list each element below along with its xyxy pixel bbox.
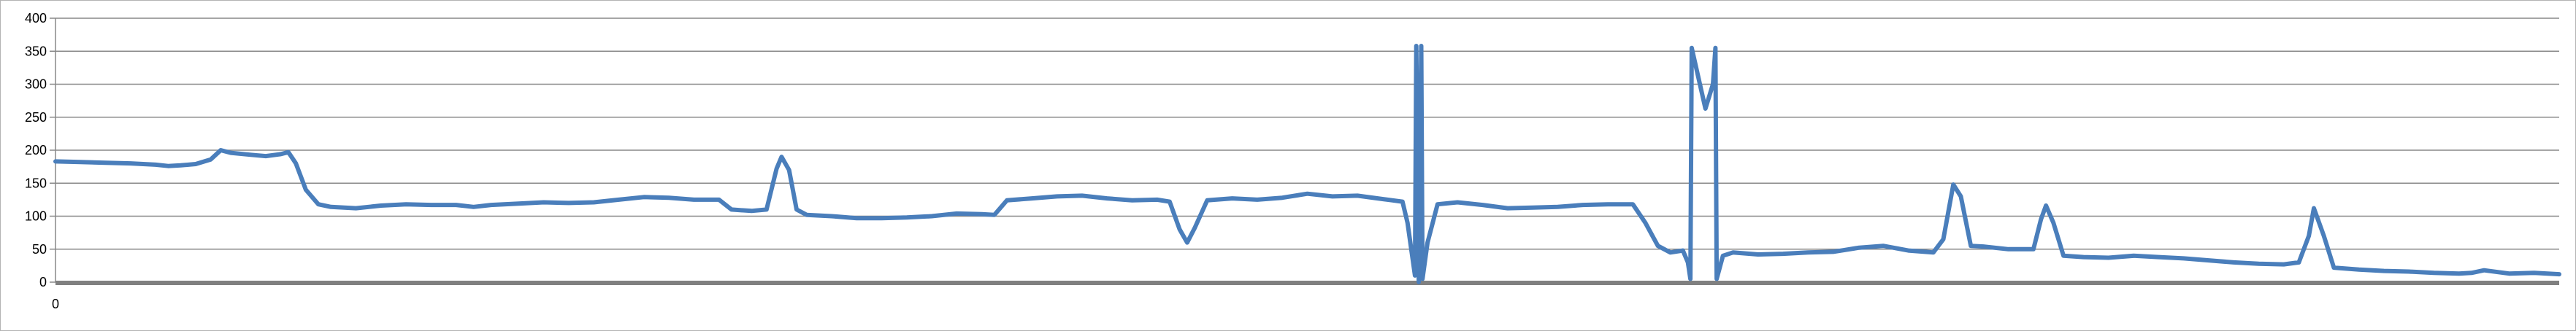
x-tick-label-0: 0 bbox=[52, 297, 59, 311]
y-tick-label-50: 50 bbox=[32, 242, 47, 257]
y-axis-tick-labels: 0 50 100 150 200 250 300 350 400 bbox=[25, 11, 55, 289]
y-tick-label-200: 200 bbox=[25, 143, 47, 157]
y-tick-label-300: 300 bbox=[25, 77, 47, 92]
y-tick-label-400: 400 bbox=[25, 11, 47, 26]
y-tick-label-350: 350 bbox=[25, 44, 47, 58]
y-tick-label-250: 250 bbox=[25, 110, 47, 125]
y-tick-label-100: 100 bbox=[25, 209, 47, 224]
gridlines bbox=[55, 17, 2559, 250]
x-axis-tick-labels: 0 bbox=[52, 297, 59, 311]
y-tick-label-150: 150 bbox=[25, 176, 47, 190]
y-tick-label-0: 0 bbox=[39, 275, 47, 289]
series-line bbox=[53, 44, 2561, 284]
